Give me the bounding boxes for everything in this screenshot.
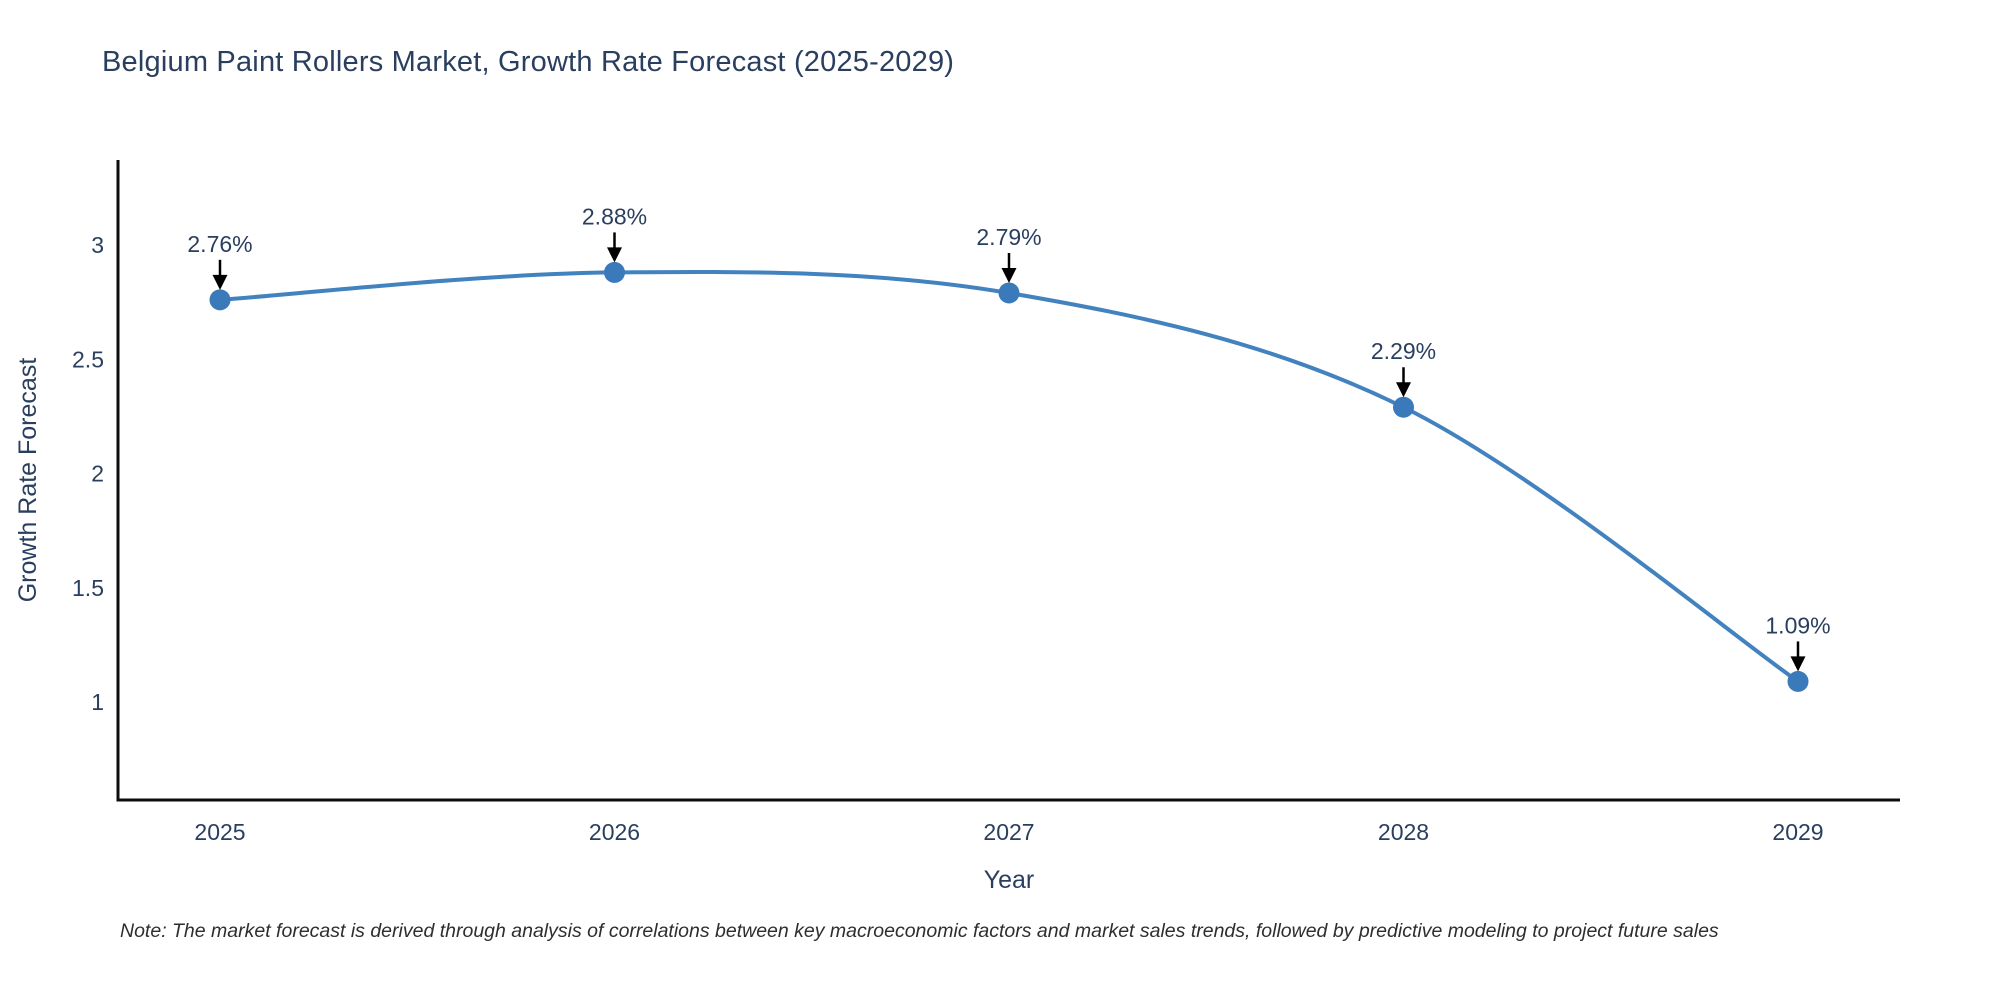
data-point-label: 2.79% <box>976 224 1041 250</box>
y-axis-ticks: 3 2.5 2 1.5 1 <box>72 232 104 715</box>
footnote: Note: The market forecast is derived thr… <box>120 920 1719 942</box>
y-tick-label: 1 <box>91 689 104 715</box>
data-point-marker <box>604 261 625 283</box>
y-tick-label: 2.5 <box>72 346 104 372</box>
x-axis-ticks: 2025 2026 2027 2028 2029 <box>194 819 1823 845</box>
annotation-arrowhead-icon <box>607 247 622 263</box>
data-point-label: 1.09% <box>1765 612 1830 638</box>
x-axis-title: Year <box>984 866 1035 894</box>
y-tick-label: 3 <box>91 232 104 258</box>
x-tick-label: 2028 <box>1378 819 1429 845</box>
point-annotations: 2.76% 2.88% 2.79% 2.29% 1.09% <box>187 203 1831 672</box>
forecast-line <box>218 269 1800 684</box>
data-point-label: 2.88% <box>582 203 647 229</box>
y-tick-label: 2 <box>91 461 104 487</box>
annotation-arrowhead-icon <box>1396 382 1411 398</box>
chart-title: Belgium Paint Rollers Market, Growth Rat… <box>102 46 955 78</box>
data-point-marker <box>1393 396 1414 418</box>
y-axis-title: Growth Rate Forecast <box>14 358 42 603</box>
forecast-line-series <box>209 261 1809 692</box>
x-tick-label: 2026 <box>589 819 640 845</box>
y-tick-label: 1.5 <box>72 575 104 601</box>
data-point-marker <box>998 282 1020 304</box>
x-tick-label: 2027 <box>983 819 1034 845</box>
data-point-marker <box>1787 670 1809 692</box>
x-tick-label: 2025 <box>194 819 245 845</box>
annotation-arrowhead-icon <box>212 274 228 290</box>
annotation-arrowhead-icon <box>1790 656 1806 672</box>
data-point-marker <box>209 289 231 311</box>
annotation-arrowhead-icon <box>1001 267 1017 283</box>
data-point-label: 2.76% <box>187 231 252 257</box>
x-tick-label: 2029 <box>1772 819 1823 845</box>
data-point-label: 2.29% <box>1371 338 1436 364</box>
